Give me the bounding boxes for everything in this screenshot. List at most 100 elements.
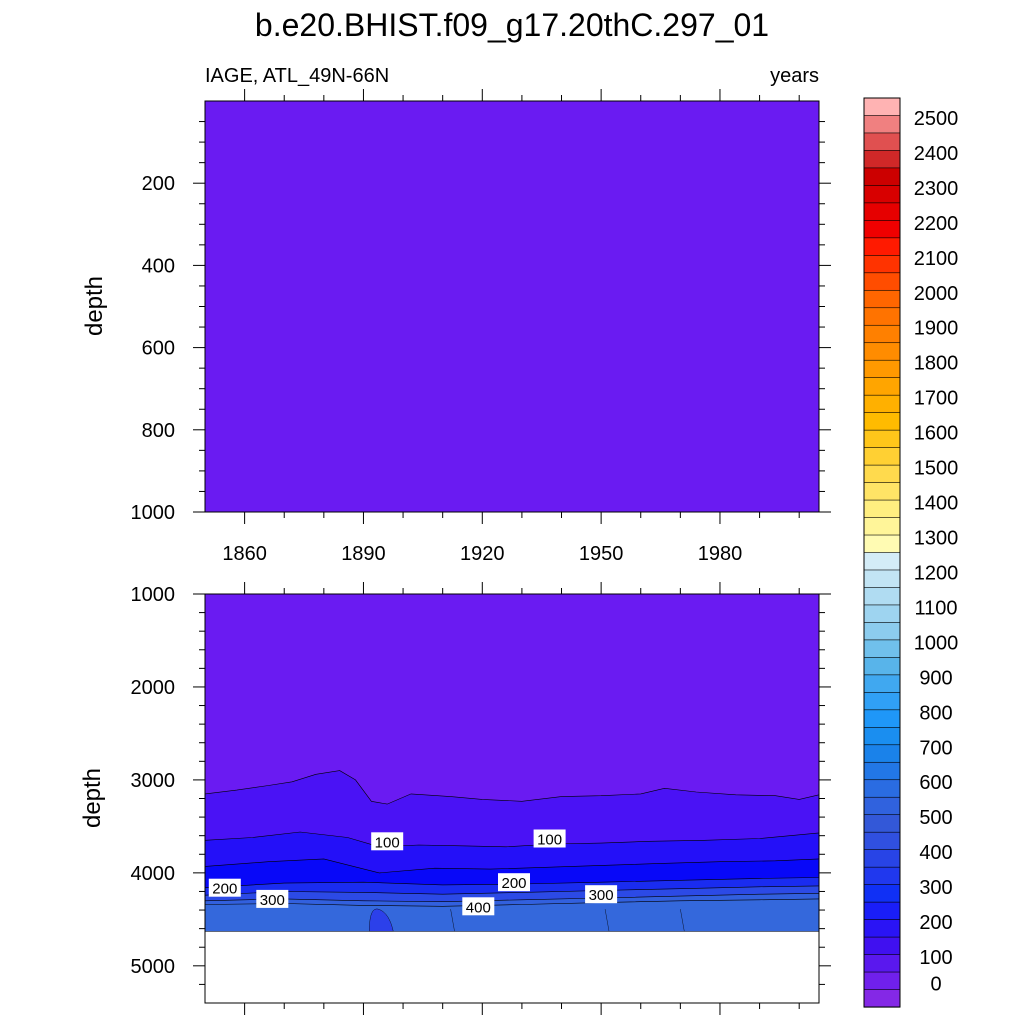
contour-label-text: 200	[501, 875, 526, 892]
colorbar-swatch	[863, 674, 901, 693]
colorbar-swatch	[863, 359, 901, 379]
colorbar-frame	[863, 97, 901, 1008]
colorbar-label: 1100	[914, 597, 957, 619]
contour-label: 400	[462, 897, 495, 916]
contour-line-300	[205, 893, 819, 903]
contour-label: 200	[498, 873, 530, 892]
colorbar-label: 0	[930, 973, 941, 995]
colorbar-label: 2000	[914, 283, 959, 305]
colorbar-swatch	[863, 849, 901, 868]
colorbar-swatch	[863, 604, 901, 624]
colorbar-label: 2500	[914, 108, 959, 130]
colorbar-swatch	[863, 447, 901, 466]
colorbar-swatch	[863, 499, 901, 519]
colorbar-swatch	[863, 132, 901, 152]
colorbar-swatch	[863, 866, 901, 886]
colorbar-swatch	[863, 709, 901, 728]
lower-axis-ticks: 1000 2000 3000 4000 5000	[131, 582, 831, 1015]
figure-title: b.e20.BHIST.f09_g17.20thC.297_01	[255, 7, 769, 43]
colorbar-swatch	[863, 220, 901, 239]
contour-fragment	[680, 909, 685, 932]
fill-bump	[369, 908, 394, 932]
lower-panel-fills	[205, 594, 819, 1003]
colorbar-label: 1400	[914, 493, 959, 515]
colorbar-swatch	[863, 971, 901, 991]
contour-label-box	[462, 897, 495, 916]
contour-label-text: 200	[212, 881, 237, 898]
colorbar-label: 1300	[914, 528, 959, 550]
contour-line-100	[205, 831, 819, 848]
y-tick-label: 5000	[131, 956, 176, 978]
colorbar-swatch	[863, 657, 901, 676]
colorbar-label: 1600	[914, 423, 959, 445]
contour-label-text: 300	[260, 892, 285, 909]
colorbar-label: 400	[919, 842, 952, 864]
contour-label-box	[498, 873, 530, 892]
lower-panel: 100 100 200 200 300 300 400 1000 2000 3000 4000 50…	[79, 582, 831, 1015]
y-tick-label: 2000	[131, 677, 176, 699]
colorbar-label: 200	[919, 912, 952, 934]
colorbar-label: 800	[919, 702, 952, 724]
contour-label: 300	[585, 885, 618, 904]
colorbar-label: 2300	[914, 178, 959, 200]
colorbar-swatch	[863, 919, 901, 938]
x-tick-label: 1860	[222, 543, 267, 565]
colorbar-label: 100	[919, 947, 952, 969]
contour-label: 100	[371, 832, 404, 851]
colorbar-label: 1500	[914, 458, 959, 480]
colorbar-label: 1700	[914, 388, 959, 410]
y-tick-label: 4000	[131, 863, 176, 885]
colorbar-label: 1200	[914, 563, 959, 585]
colorbar-label: 2100	[914, 248, 959, 270]
colorbar-swatch	[863, 464, 901, 484]
colorbar-swatch	[863, 831, 901, 851]
fill-band-350	[205, 898, 819, 932]
colorbar-swatch	[863, 569, 901, 589]
colorbar-swatch	[863, 289, 901, 309]
contour-line-250	[205, 885, 819, 896]
colorbar-swatch	[863, 901, 901, 921]
y-tick-label: 1000	[131, 584, 176, 606]
y-tick-label: 800	[142, 420, 175, 442]
contour-label-text: 400	[466, 899, 491, 916]
colorbar-swatch	[863, 517, 901, 536]
colorbar-swatch	[863, 377, 901, 396]
contour-label-text: 100	[537, 832, 562, 849]
colorbar-label: 1000	[914, 632, 959, 654]
upper-panel: 1860 1890 1920 1950 1980 200 400 600 800 1000 dep…	[81, 89, 831, 565]
colorbar-swatch	[863, 989, 901, 1008]
colorbar-swatch	[863, 150, 901, 169]
upper-panel-frame	[204, 100, 820, 513]
x-tick-label: 1950	[579, 543, 624, 565]
colorbar-label: 900	[919, 667, 952, 689]
lower-panel-frame	[204, 593, 820, 1004]
y-tick-label: 200	[142, 173, 175, 195]
contour-label-box	[371, 832, 404, 851]
colorbar-swatch	[863, 936, 901, 956]
colorbar-swatch	[863, 167, 901, 186]
colorbar-swatch	[863, 237, 901, 256]
x-tick-label: 1890	[341, 543, 386, 565]
colorbar-swatch	[863, 954, 901, 973]
colorbar-swatch	[863, 639, 901, 658]
colorbar-swatch	[863, 692, 901, 711]
colorbar-swatch	[863, 412, 901, 431]
colorbar-swatch	[863, 307, 901, 326]
colorbar-swatch	[863, 761, 901, 781]
colorbar: 2500240023002200210020001900180017001600…	[863, 97, 959, 1008]
colorbar-swatch	[863, 552, 901, 571]
colorbar-swatch	[863, 272, 901, 291]
colorbar-label: 1900	[914, 318, 959, 340]
upper-axis-ticks: 1860 1890 1920 1950 1980 200 400 600 800 1000	[131, 89, 831, 565]
contour-label-text: 300	[589, 887, 614, 904]
colorbar-label: 300	[919, 877, 952, 899]
contour-fragment	[604, 909, 610, 932]
upper-ylabel: depth	[81, 276, 108, 336]
contour-line-50	[205, 770, 819, 805]
contour-label-box	[585, 885, 618, 904]
contour-line-150	[205, 858, 819, 874]
contour-label-box	[208, 878, 241, 897]
colorbar-swatch	[863, 814, 901, 833]
contour-label-text: 100	[375, 834, 400, 851]
colorbar-label: 2200	[914, 213, 959, 235]
